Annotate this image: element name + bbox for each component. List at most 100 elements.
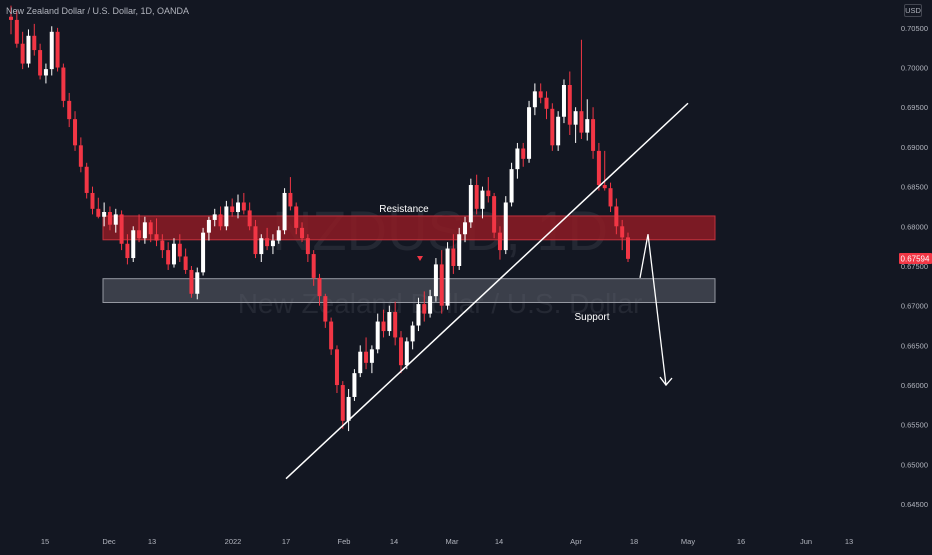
candle: [585, 99, 590, 141]
support-zone: [102, 278, 716, 303]
candle: [398, 331, 403, 374]
candle-body: [177, 243, 182, 257]
candle: [410, 321, 415, 350]
candle: [9, 5, 13, 35]
candle-body: [439, 264, 444, 306]
candle-body: [224, 206, 229, 227]
candle: [206, 216, 211, 241]
candles-layer: [9, 5, 630, 432]
price-axis[interactable]: 0.70500 0.70000 0.69500 0.69000 0.68500 0.680…: [901, 24, 928, 509]
x-tick-label: Apr: [570, 537, 582, 546]
candle-body: [300, 227, 305, 239]
candle: [602, 150, 607, 191]
candle-body: [259, 238, 264, 255]
candle-body: [107, 212, 112, 225]
candle-body: [340, 385, 345, 421]
candle-body: [288, 192, 293, 207]
candle: [73, 111, 78, 151]
candle: [230, 198, 235, 217]
candle: [567, 71, 572, 136]
resistance-label: Resistance: [379, 204, 429, 215]
candle-body: [102, 212, 107, 217]
candle-body: [96, 208, 101, 217]
candle: [270, 234, 275, 255]
candle: [608, 182, 613, 213]
candle-body: [166, 250, 171, 265]
candle-body: [125, 243, 130, 259]
candle: [445, 242, 450, 310]
candle: [381, 309, 386, 338]
y-tick-label: 0.65500: [901, 421, 928, 430]
candle: [457, 227, 462, 270]
time-axis[interactable]: 15 Dec 13 2022 17 Feb 14 Mar 14 Apr 18 May 16 Jun 13: [41, 537, 853, 546]
candle-body: [61, 67, 66, 101]
candle-body: [323, 296, 328, 322]
candle-body: [364, 351, 369, 363]
candle-body: [515, 148, 520, 170]
candle-body: [160, 240, 165, 251]
candle: [340, 381, 345, 429]
x-tick-label: 13: [148, 537, 156, 546]
candle: [474, 174, 479, 215]
candle-body: [212, 214, 217, 220]
candle: [32, 23, 37, 56]
candle-body: [218, 214, 223, 227]
candle: [556, 111, 561, 151]
candle: [166, 242, 171, 270]
x-tick-label: 18: [630, 537, 638, 546]
candle: [305, 234, 310, 263]
y-tick-label: 0.69500: [901, 103, 928, 112]
candle-body: [84, 166, 89, 193]
candle-body: [486, 190, 491, 197]
candle-body: [294, 206, 299, 228]
candle: [294, 202, 299, 235]
candle: [90, 186, 95, 215]
candle: [393, 301, 398, 346]
candle-body: [556, 116, 561, 146]
candle-body: [241, 202, 246, 211]
last-price-badge-box: [899, 253, 932, 265]
candle: [282, 188, 287, 235]
x-tick-label: 15: [41, 537, 49, 546]
candle: [323, 293, 328, 328]
candle: [265, 227, 270, 251]
candle-body: [527, 107, 532, 159]
candle: [428, 289, 433, 318]
candle-body: [369, 349, 374, 363]
candle-body: [398, 337, 403, 366]
candle: [236, 194, 241, 219]
candle: [468, 178, 473, 228]
candle-body: [137, 230, 142, 239]
candle-body: [67, 100, 72, 120]
candle: [253, 219, 258, 259]
candle-body: [375, 321, 380, 350]
candle-body: [43, 69, 48, 76]
currency-button[interactable]: USD: [904, 4, 922, 17]
candle: [626, 232, 630, 263]
y-tick-label: 0.66500: [901, 341, 928, 350]
candle-body: [591, 119, 596, 151]
candle: [364, 337, 369, 370]
candle: [300, 222, 305, 243]
y-tick-label: 0.68000: [901, 222, 928, 231]
y-tick-label: 0.68500: [901, 183, 928, 192]
candle-body: [509, 169, 514, 203]
candle-body: [276, 230, 281, 241]
candle-body: [596, 150, 601, 186]
candle: [38, 43, 43, 80]
candle: [107, 206, 112, 231]
candle: [573, 107, 578, 143]
candle-body: [311, 254, 316, 278]
candle-body: [503, 202, 508, 251]
x-tick-label: Jun: [800, 537, 812, 546]
y-tick-label: 0.64500: [901, 500, 928, 509]
candle-body: [73, 119, 78, 146]
candle: [84, 162, 89, 199]
candle: [463, 216, 468, 243]
y-tick-label: 0.67500: [901, 262, 928, 271]
candle: [247, 202, 252, 231]
candle-body: [532, 91, 537, 108]
candle: [102, 202, 107, 227]
